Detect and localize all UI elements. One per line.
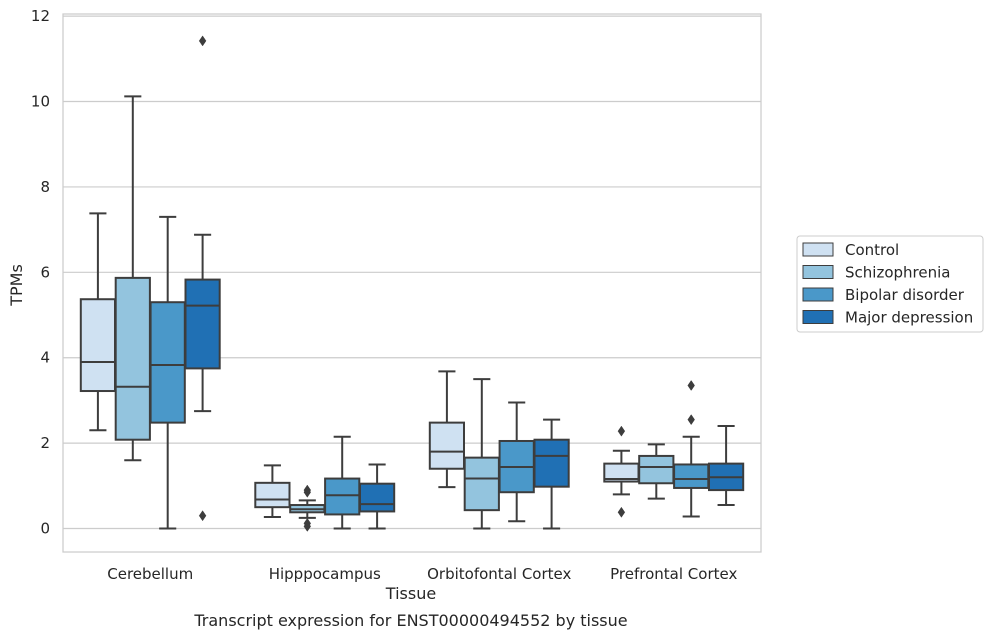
y-tick-label: 8: [40, 178, 50, 196]
box-group: [638, 443, 675, 500]
legend-label: Bipolar disorder: [845, 286, 965, 304]
outlier-point: [198, 510, 207, 522]
box: [79, 298, 117, 393]
y-tick-label: 6: [40, 263, 50, 281]
x-tick-labels: Cerebellum Hipppocampus Orbitofontal Corte…: [107, 565, 737, 583]
box-group: [254, 464, 291, 518]
box-group: [533, 418, 570, 530]
box-group: [498, 401, 535, 523]
y-tick-label: 2: [40, 434, 50, 452]
box: [673, 463, 710, 489]
x-axis-label: Tissue: [385, 584, 436, 603]
outlier-point: [687, 414, 695, 426]
box: [533, 438, 570, 488]
box: [149, 301, 186, 424]
outlier-point: [303, 520, 312, 532]
y-tick-label: 10: [31, 93, 50, 111]
legend-swatch: [802, 310, 834, 324]
x-tick-label: Hipppocampus: [269, 565, 381, 583]
chart-caption: Transcript expression for ENST0000049455…: [193, 611, 627, 630]
box-group: [184, 35, 221, 522]
legend-label: Schizophrenia: [845, 264, 950, 282]
box-group: [324, 435, 361, 530]
box-layer: [79, 35, 745, 532]
legend-swatch: [802, 287, 834, 302]
legend-frame: [796, 235, 984, 333]
box-group: [289, 484, 326, 532]
y-tick-label: 12: [31, 7, 50, 25]
box-group: [79, 212, 117, 432]
box: [114, 276, 151, 441]
box: [324, 477, 361, 516]
box-group: [428, 370, 466, 489]
outlier-point: [687, 380, 695, 391]
legend-swatch: [802, 265, 834, 279]
box-group: [149, 215, 186, 530]
box-group: [603, 425, 640, 518]
box: [254, 481, 291, 509]
y-axis-label: TPMs: [7, 264, 26, 307]
y-tick-label: 4: [40, 349, 50, 367]
outlier-point: [198, 35, 207, 47]
box-group: [707, 425, 745, 507]
box-group: [673, 380, 710, 518]
box: [428, 421, 466, 470]
box-group: [358, 463, 396, 530]
outlier-point: [303, 486, 312, 498]
box-group: [463, 378, 500, 530]
x-tick-label: Orbitofontal Cortex: [427, 565, 571, 583]
box: [184, 278, 221, 370]
outlier-point: [617, 425, 626, 437]
y-tick-label: 0: [40, 520, 50, 538]
box-group: [114, 95, 151, 462]
box: [358, 482, 396, 513]
legend-label: Major depression: [845, 309, 973, 327]
legend: Control Schizophrenia Bipolar disorder Majo…: [796, 235, 984, 333]
outlier-point: [617, 506, 626, 518]
plot-frame: [62, 13, 762, 553]
y-tick-labels: 0 2 4 6 8 10 12: [31, 7, 50, 537]
legend-items: Control Schizophrenia Bipolar disorder Majo…: [802, 241, 973, 327]
x-tick-label: Prefrontal Cortex: [610, 565, 737, 583]
x-tick-label: Cerebellum: [107, 565, 193, 583]
box: [463, 456, 500, 512]
box: [638, 454, 675, 485]
legend-label: Control: [845, 241, 899, 259]
legend-swatch: [802, 242, 834, 257]
